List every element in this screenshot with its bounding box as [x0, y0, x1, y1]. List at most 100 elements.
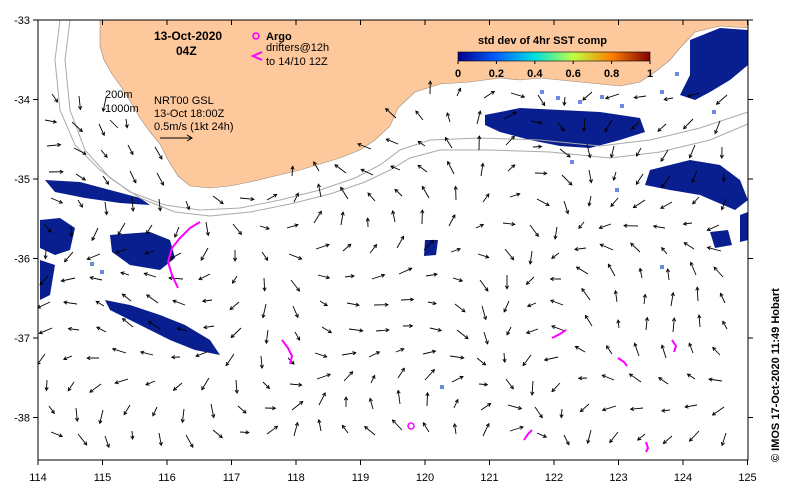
current-arrow — [557, 122, 565, 132]
lon-tick-label: 121 — [480, 472, 498, 484]
current-arrow — [502, 222, 516, 227]
current-arrow — [454, 303, 466, 313]
current-arrow — [230, 327, 242, 339]
current-arrow — [314, 352, 328, 358]
current-arrow — [44, 379, 49, 392]
current-arrow — [662, 435, 673, 445]
current-arrow — [697, 314, 702, 328]
current-arrow — [688, 430, 700, 442]
lat-tick-label: -38 — [14, 413, 30, 425]
current-arrow — [670, 291, 675, 307]
current-arrow — [101, 97, 107, 113]
current-arrow — [293, 421, 299, 437]
current-arrow — [637, 433, 646, 441]
colorbar-ticks: 0 0.2 0.4 0.6 0.8 1 — [455, 61, 653, 80]
current-arrow — [292, 305, 299, 319]
lat-tick-label: -37 — [14, 333, 30, 345]
sst-speckle — [90, 72, 716, 389]
current-arrow — [259, 355, 264, 370]
current-arrow — [692, 196, 700, 205]
current-arrow — [721, 172, 726, 183]
current-arrow — [530, 120, 543, 125]
current-arrow — [665, 268, 671, 281]
drifter-track-4 — [617, 357, 628, 367]
current-arrow — [262, 277, 267, 292]
sst-patch-small-1 — [424, 240, 438, 256]
current-arrow — [145, 294, 159, 304]
current-arrow — [506, 326, 512, 336]
current-arrow — [144, 250, 155, 255]
current-arrow — [503, 300, 510, 313]
current-arrow — [170, 355, 181, 360]
current-arrow — [195, 351, 208, 358]
current-arrow — [609, 145, 615, 159]
current-arrow — [575, 266, 589, 275]
drifter-track-6 — [523, 429, 533, 441]
current-arrow — [77, 199, 83, 208]
current-arrow — [522, 354, 532, 367]
current-arrow — [505, 135, 516, 146]
current-arrow — [168, 276, 184, 281]
current-arrow — [232, 275, 238, 284]
current-arrow — [612, 171, 617, 181]
current-arrow — [423, 239, 434, 251]
current-arrow — [663, 97, 674, 102]
current-arrow — [686, 373, 696, 380]
current-arrow — [38, 353, 46, 365]
current-arrow — [604, 93, 620, 100]
current-arrow — [505, 378, 514, 390]
current-arrow — [529, 224, 539, 238]
current-arrow — [532, 144, 543, 149]
current-arrow — [422, 422, 430, 433]
current-arrow — [629, 406, 644, 412]
argo-legend-label: Argo — [266, 31, 292, 43]
current-arrow — [290, 279, 301, 292]
product-label: NRT00 GSL — [154, 95, 214, 107]
current-arrow — [586, 429, 592, 445]
current-arrow — [334, 164, 347, 174]
current-arrow — [396, 235, 405, 249]
current-arrow — [86, 253, 101, 261]
lat-tick-label: -35 — [14, 174, 30, 186]
current-arrow — [261, 303, 267, 319]
current-arrow — [661, 175, 671, 189]
current-arrow — [368, 351, 381, 358]
current-arrow — [370, 374, 376, 384]
current-arrow — [578, 221, 585, 230]
current-arrow — [174, 226, 180, 238]
drifter-track-3 — [551, 329, 567, 339]
current-arrow — [143, 272, 157, 278]
current-arrow — [660, 344, 667, 359]
current-arrow — [537, 94, 546, 107]
current-arrow — [719, 292, 726, 304]
current-arrow — [657, 123, 667, 132]
current-arrow — [587, 195, 592, 207]
current-arrow — [601, 405, 617, 412]
current-arrow — [114, 378, 129, 385]
current-arrow — [510, 92, 526, 99]
current-arrow — [604, 119, 613, 133]
lat-tick-label: -36 — [14, 254, 30, 266]
current-arrow — [315, 243, 330, 250]
argo-float-marker — [407, 422, 415, 430]
current-arrow — [559, 148, 571, 158]
current-arrow — [340, 211, 345, 226]
current-arrow — [616, 319, 621, 329]
current-arrow — [212, 429, 223, 439]
current-arrow — [691, 170, 698, 184]
current-arrow — [71, 121, 83, 133]
sst-patch-far-west — [40, 260, 55, 300]
lon-tick-label: 120 — [416, 472, 434, 484]
current-arrow — [415, 110, 424, 121]
current-arrow — [62, 355, 73, 361]
current-arrow — [450, 247, 462, 253]
current-arrow — [147, 321, 161, 330]
current-arrow — [180, 408, 185, 424]
current-arrow — [200, 247, 209, 261]
current-arrow — [636, 147, 642, 157]
current-arrow — [201, 377, 210, 391]
current-arrow — [43, 223, 52, 233]
current-arrow — [427, 301, 437, 306]
current-arrow — [420, 209, 425, 225]
